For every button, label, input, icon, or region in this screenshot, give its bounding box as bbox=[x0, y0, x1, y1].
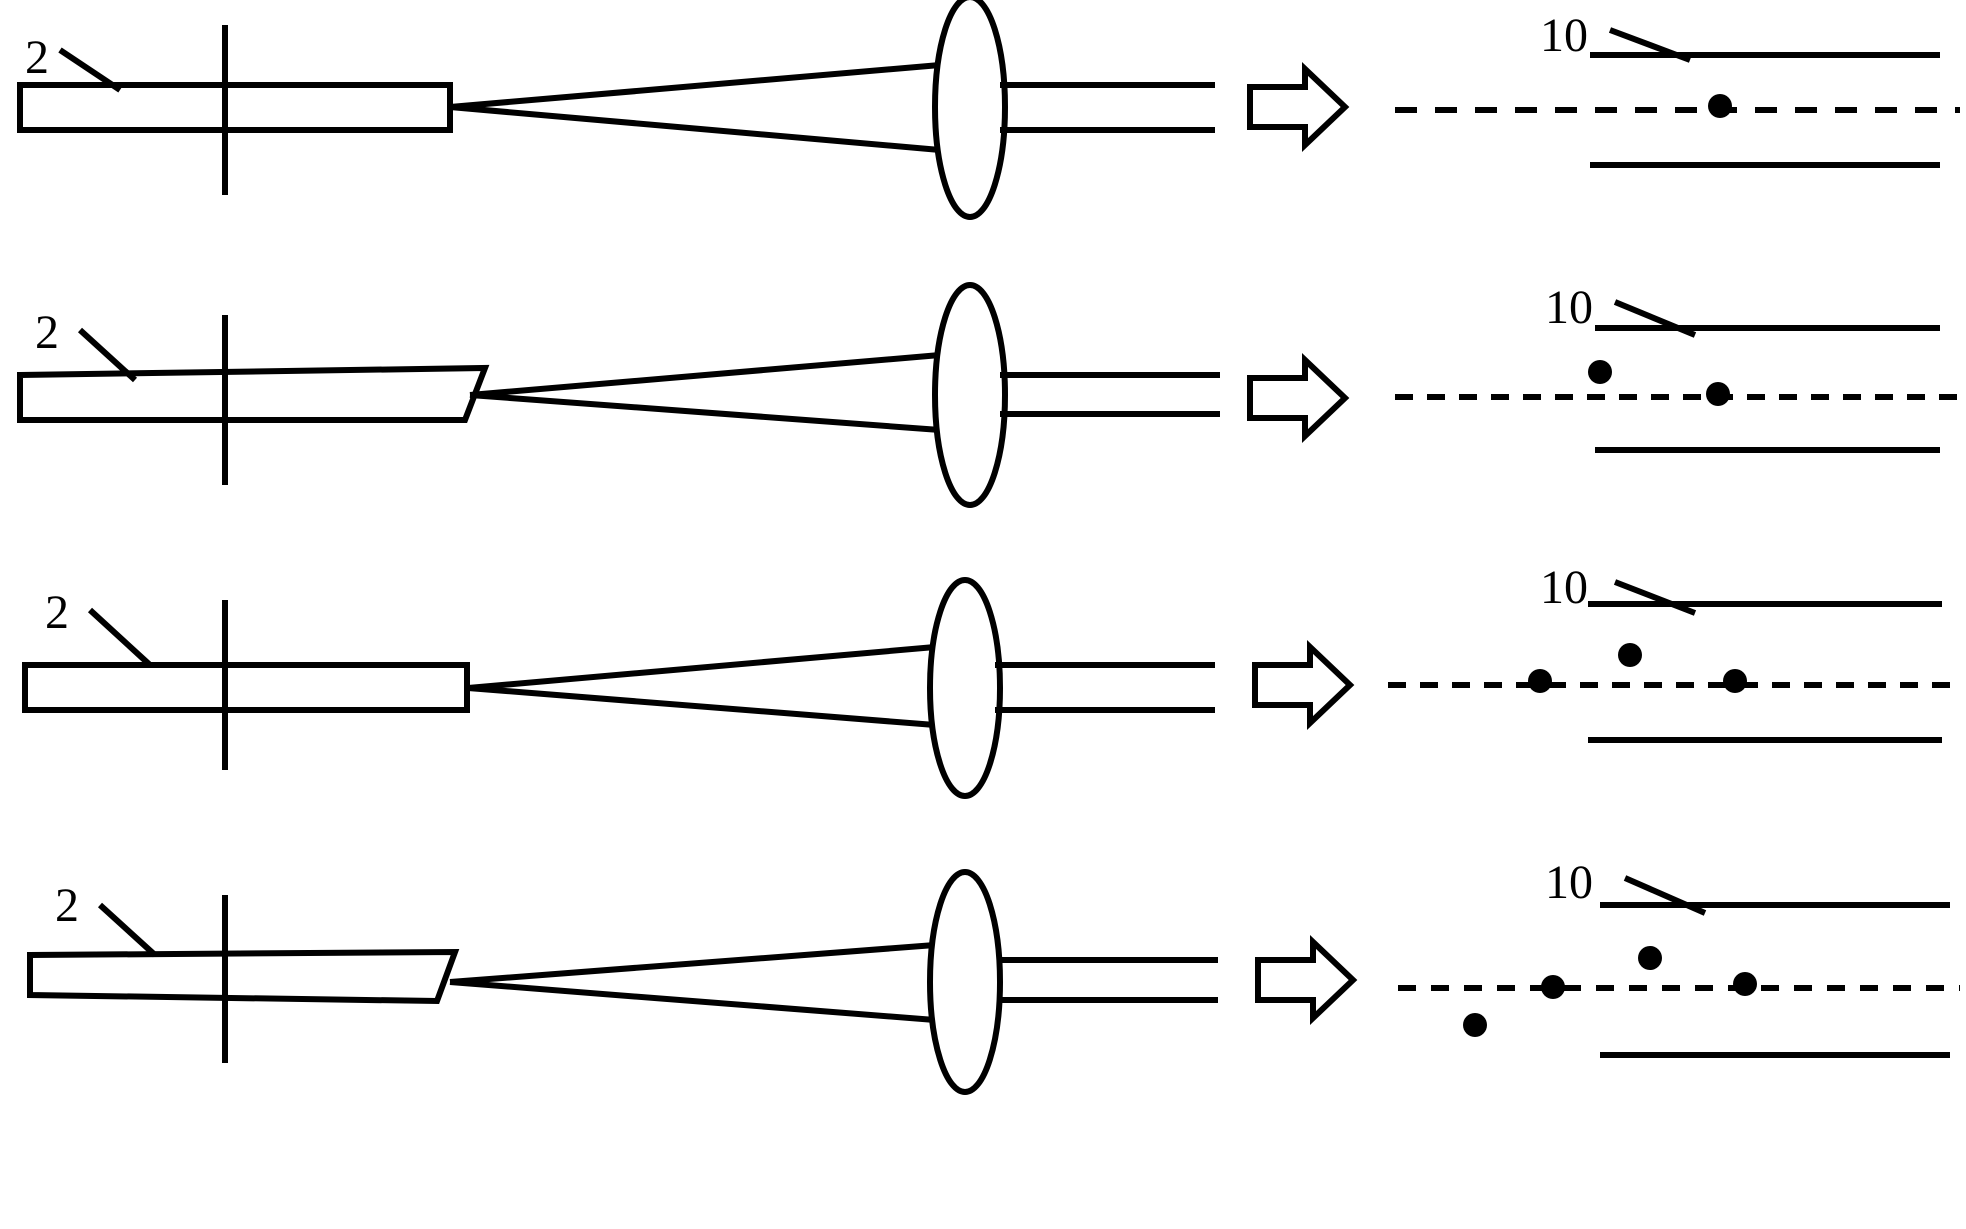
label-right-row1: 10 bbox=[1545, 280, 1593, 335]
label-left-row2: 2 bbox=[45, 585, 69, 640]
optical-diagram bbox=[0, 0, 1966, 1229]
label-left-row0: 2 bbox=[25, 30, 49, 85]
label-right-row3: 10 bbox=[1545, 855, 1593, 910]
label-left-row1: 2 bbox=[35, 305, 59, 360]
label-left-row3: 2 bbox=[55, 878, 79, 933]
label-right-row0: 10 bbox=[1540, 8, 1588, 63]
label-right-row2: 10 bbox=[1540, 560, 1588, 615]
